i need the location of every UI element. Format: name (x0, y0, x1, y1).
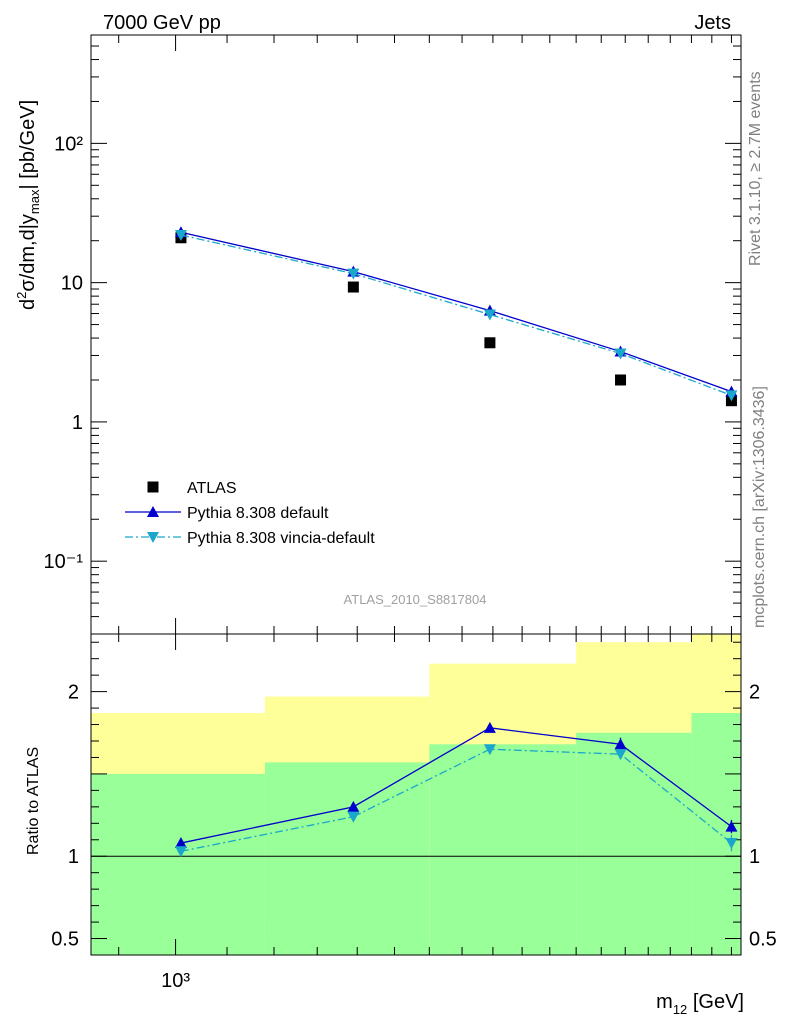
x-tick-label: 10³ (161, 970, 190, 992)
ratio-point-1-0 (174, 846, 187, 858)
main-line-1 (180, 231, 732, 393)
legend-label-0: ATLAS (187, 480, 237, 497)
y-tick-label-ratio: 2 (68, 682, 79, 704)
main-point-0-2 (484, 337, 496, 349)
legend-marker-1 (147, 506, 159, 517)
y-tick-label-ratio-right: 0.5 (749, 929, 777, 951)
main-series (174, 226, 738, 407)
legend-label-2: Pythia 8.308 vincia-default (187, 530, 375, 547)
ratio-point-1-3 (614, 749, 627, 761)
analysis-id-label: ATLAS_2010_S8817804 (344, 592, 487, 607)
ratio-frame (90, 633, 742, 956)
y-axis-title-ratio: Ratio to ATLAS (25, 747, 42, 855)
ratio-series (174, 721, 738, 858)
legend-marker-0 (147, 481, 159, 493)
main-point-0-3 (615, 374, 627, 386)
main-point-0-1 (347, 281, 359, 293)
legend-label-1: Pythia 8.308 default (187, 505, 329, 522)
y-tick-label-main: 10⁻¹ (44, 551, 84, 573)
y-tick-label-ratio: 0.5 (51, 929, 79, 951)
green-band-1 (264, 762, 430, 955)
ratio-point-0-0 (174, 837, 187, 849)
y-tick-label-ratio: 1 (68, 846, 79, 868)
y-tick-label-main: 10² (54, 133, 83, 155)
green-band-4 (691, 713, 741, 955)
y-tick-label-main: 1 (72, 412, 83, 434)
axis-ticks: 10⁻¹ 1 10 10² 0.5 0.5 1 1 2 2 10³ (44, 34, 777, 992)
green-band-0 (91, 773, 265, 955)
main-point-2-3 (614, 348, 627, 360)
green-band-3 (576, 732, 692, 955)
ratio-line-1 (180, 748, 732, 852)
ratio-point-0-1 (347, 800, 360, 812)
frames (90, 34, 742, 956)
ratio-point-1-4 (725, 838, 738, 850)
main-point-2-4 (725, 390, 738, 402)
ratio-point-1-1 (347, 811, 360, 823)
ratio-point-1-2 (483, 744, 496, 756)
y-tick-label-ratio-right: 2 (749, 682, 760, 704)
header-left-label: 7000 GeV pp (103, 12, 221, 34)
x-axis-title: m12 [GeV] (656, 991, 744, 1017)
legend-marker-2 (147, 532, 159, 543)
ratio-point-0-3 (614, 738, 627, 750)
ratio-point-0-4 (725, 820, 738, 832)
main-point-2-0 (174, 229, 187, 241)
y-tick-label-main: 10 (61, 273, 83, 295)
main-line-2 (180, 234, 732, 397)
ratio-point-0-2 (483, 721, 496, 733)
y-tick-label-ratio-right: 1 (749, 846, 760, 868)
rivet-label: Rivet 3.1.10, ≥ 2.7M events (747, 71, 764, 266)
header-right-label: Jets (694, 12, 731, 34)
main-point-2-2 (483, 309, 496, 321)
legend: ATLAS Pythia 8.308 default Pythia 8.308 vi… (125, 480, 375, 547)
main-point-2-1 (347, 268, 360, 280)
ratio-uncertainty-bands (91, 634, 741, 955)
y-axis-title-main: d2σ/dm,d|ymax| [pb/GeV] (14, 100, 42, 310)
mcplots-label: mcplots.cern.ch [arXiv:1306.3436] (751, 386, 768, 628)
green-band-2 (429, 744, 577, 955)
